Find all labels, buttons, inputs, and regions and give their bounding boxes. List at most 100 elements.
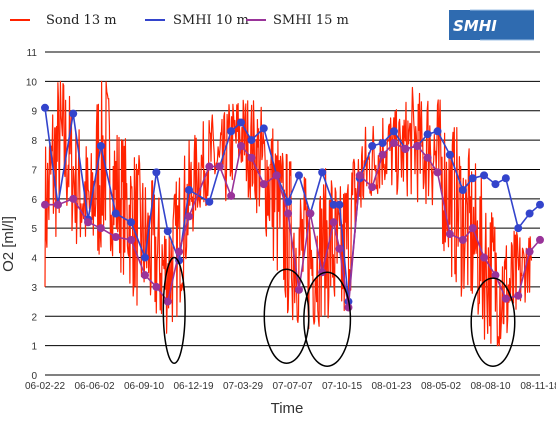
y-tick-label: 3 bbox=[31, 283, 37, 294]
annotation-ellipse bbox=[162, 256, 186, 365]
series-smhi-15m-point bbox=[445, 230, 454, 239]
smhi-logo: SMHI bbox=[449, 9, 534, 41]
x-tick-label: 08-11-18 bbox=[520, 381, 556, 392]
series-smhi-15m-point bbox=[468, 224, 477, 233]
series-smhi-15m-point bbox=[525, 247, 534, 256]
x-tick-label: 06-06-02 bbox=[74, 381, 114, 392]
series-smhi-15m-point bbox=[272, 171, 281, 180]
smhi-logo-background bbox=[449, 10, 534, 40]
annotation-ellipse bbox=[263, 268, 310, 365]
series-smhi-10m-point bbox=[525, 209, 534, 218]
series-smhi-15m-point bbox=[284, 209, 293, 218]
series-smhi-10m-point bbox=[163, 227, 172, 236]
x-axis-title: Time bbox=[271, 400, 304, 417]
series-smhi-15m-point bbox=[163, 297, 172, 306]
annotation-ellipse bbox=[303, 271, 352, 367]
series-smhi-15m-point bbox=[152, 282, 161, 291]
y-axis-title: O2 [ml/l] bbox=[0, 216, 17, 272]
legend-label-smhi10: SMHI 10 m bbox=[173, 13, 249, 28]
series-smhi-15m-point bbox=[480, 253, 489, 262]
series-smhi-10m-point bbox=[185, 186, 194, 195]
series-smhi-15m-point bbox=[227, 191, 236, 200]
series-smhi-15m-point bbox=[259, 180, 268, 189]
series-smhi-10m-point bbox=[501, 174, 510, 183]
series-smhi-10m-point bbox=[259, 124, 268, 133]
y-tick-label: 11 bbox=[27, 48, 38, 59]
x-tick-label: 06-02-22 bbox=[25, 381, 65, 392]
series-smhi-10m-point bbox=[69, 109, 78, 118]
x-tick-label: 06-09-10 bbox=[124, 381, 164, 392]
series-smhi-10m-point bbox=[205, 197, 214, 206]
series-smhi-15m-point bbox=[53, 200, 62, 209]
series-smhi-15m-point bbox=[175, 247, 184, 256]
x-tick-label: 06-12-19 bbox=[173, 381, 213, 392]
annotation-ellipse bbox=[470, 277, 516, 367]
series-smhi-15m-point bbox=[344, 303, 353, 312]
series-smhi-15m-point bbox=[389, 139, 398, 148]
series-sond-13m-line bbox=[44, 80, 533, 347]
series-smhi-10m-point bbox=[458, 186, 467, 195]
series-smhi-15m-point bbox=[41, 200, 49, 209]
y-tick-label: 2 bbox=[31, 312, 37, 323]
series-smhi-15m-point bbox=[111, 232, 120, 241]
series-smhi-15m-point bbox=[401, 144, 410, 153]
series-smhi-15m-point bbox=[335, 244, 344, 253]
legend-label-sond: Sond 13 m bbox=[46, 13, 117, 28]
x-tick-label: 07-03-29 bbox=[223, 381, 263, 392]
y-tick-label: 6 bbox=[31, 195, 37, 206]
series-smhi-15m-point bbox=[368, 183, 377, 192]
series-smhi-15m-point bbox=[140, 271, 149, 280]
y-tick-label: 7 bbox=[31, 165, 37, 176]
series-smhi-15m-point bbox=[96, 224, 105, 233]
series-smhi-10m-point bbox=[294, 171, 303, 180]
y-tick-label: 4 bbox=[31, 254, 37, 265]
y-tick-label: 8 bbox=[31, 136, 37, 147]
series-smhi-15m-point bbox=[329, 218, 338, 227]
y-tick-label: 0 bbox=[31, 371, 37, 382]
series-smhi-10m-point bbox=[318, 168, 327, 177]
series-smhi-15m-point bbox=[84, 218, 93, 227]
series-smhi-10m-point bbox=[335, 200, 344, 209]
x-tick-label: 08-08-10 bbox=[470, 381, 510, 392]
series-smhi-10m-point bbox=[389, 127, 398, 136]
series-smhi-10m-point bbox=[127, 218, 136, 227]
series-smhi-10m-point bbox=[536, 200, 544, 209]
series-smhi-10m-point bbox=[284, 197, 293, 206]
series-smhi-15m-point bbox=[306, 209, 315, 218]
x-tick-label: 07-07-07 bbox=[272, 381, 312, 392]
series-smhi-15m-point bbox=[294, 285, 303, 294]
x-tick-label: 08-05-02 bbox=[421, 381, 461, 392]
series-smhi-10m-point bbox=[491, 180, 500, 189]
series-smhi-15m-point bbox=[247, 153, 256, 162]
series-smhi-10m-point bbox=[445, 150, 454, 159]
series-smhi-15m-point bbox=[423, 153, 432, 162]
series-smhi-15m-point bbox=[185, 212, 194, 221]
series-smhi-15m-point bbox=[215, 162, 224, 171]
series-smhi-10m-point bbox=[96, 141, 105, 150]
series-smhi-10m-point bbox=[41, 103, 49, 112]
y-tick-label: 10 bbox=[26, 77, 38, 88]
legend-label-smhi15: SMHI 15 m bbox=[273, 13, 349, 28]
y-tick-label: 5 bbox=[31, 224, 37, 235]
series-smhi-15m-point bbox=[501, 294, 510, 303]
series-smhi-10m-point bbox=[433, 127, 442, 136]
y-tick-label: 1 bbox=[31, 342, 37, 353]
series-smhi-10m-point bbox=[247, 136, 256, 145]
series-smhi-15m-point bbox=[237, 141, 246, 150]
series-smhi-10m-point bbox=[423, 130, 432, 139]
series-smhi-15m-point bbox=[355, 171, 364, 180]
series-smhi-15m-point bbox=[491, 271, 500, 280]
series-smhi-15m-point bbox=[514, 291, 523, 300]
series-smhi-10m-point bbox=[111, 209, 120, 218]
series-smhi-10m-point bbox=[514, 224, 523, 233]
series-smhi-10m-point bbox=[227, 127, 236, 136]
x-tick-label: 08-01-23 bbox=[371, 381, 411, 392]
series-smhi-10m-point bbox=[480, 171, 489, 180]
x-tick-label: 07-10-15 bbox=[322, 381, 362, 392]
series-smhi-10m-point bbox=[468, 174, 477, 183]
series-smhi-10m-point bbox=[237, 118, 246, 127]
series-smhi-15m-point bbox=[127, 235, 136, 244]
series-smhi-15m-point bbox=[205, 162, 214, 171]
series-smhi-10m-point bbox=[368, 141, 377, 150]
series-smhi-10m-point bbox=[152, 168, 161, 177]
